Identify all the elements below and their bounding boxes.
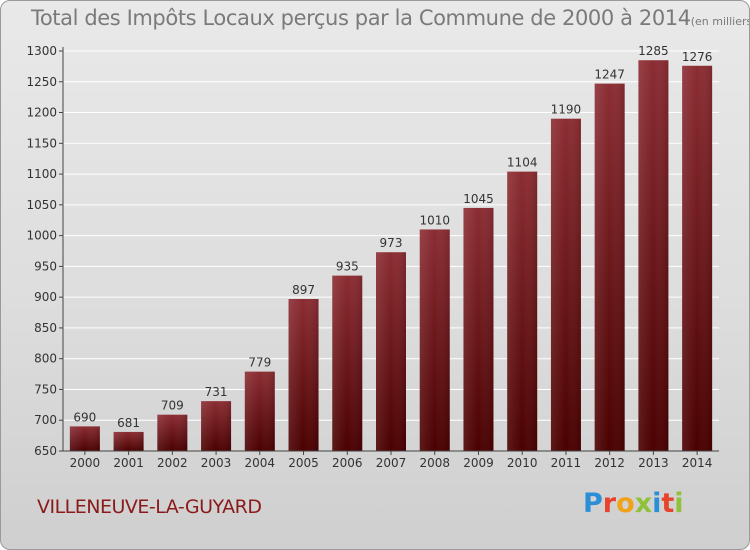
labels: 650 700 750 800 850 900 950 1000 1050 1100 1150 120… — [26, 44, 712, 470]
y-tick-label-800: 800 — [34, 352, 57, 366]
bar-shine-2012 — [594, 83, 625, 451]
proxiti-logo[interactable]: Proxiti — [583, 488, 684, 519]
y-tick-label-950: 950 — [34, 259, 57, 273]
y-tick-label-850: 850 — [34, 321, 57, 335]
x-tick-label-2006: 2006 — [332, 456, 363, 470]
bar-shine-2003 — [201, 401, 232, 451]
y-tick-label-650: 650 — [34, 444, 57, 458]
y-tick-label-700: 700 — [34, 413, 57, 427]
x-tick-label-2004: 2004 — [245, 456, 276, 470]
data-label-2014: 1276 — [682, 50, 713, 64]
data-label-2007: 973 — [380, 236, 403, 250]
y-tick-label-1000: 1000 — [26, 229, 57, 243]
logo-letter-0: P — [583, 488, 603, 519]
y-tick-label-750: 750 — [34, 382, 57, 396]
data-label-2006: 935 — [336, 260, 359, 274]
data-label-2001: 681 — [117, 416, 140, 430]
bar-shine-2000 — [69, 426, 100, 451]
axes — [59, 47, 719, 455]
data-label-2002: 709 — [161, 399, 184, 413]
x-tick-label-2013: 2013 — [638, 456, 669, 470]
bar-shine-2014 — [682, 65, 713, 452]
bar-shine-2009 — [463, 207, 494, 451]
bar-shine-2004 — [244, 371, 275, 451]
x-tick-label-2012: 2012 — [594, 456, 625, 470]
data-label-2008: 1010 — [419, 213, 450, 227]
bar-shine-2007 — [376, 252, 406, 451]
x-tick-label-2014: 2014 — [682, 456, 713, 470]
commune-name: VILLENEUVE-LA-GUYARD — [37, 496, 262, 518]
x-tick-label-2011: 2011 — [551, 456, 582, 470]
y-tick-label-1250: 1250 — [26, 75, 57, 89]
y-tick-label-900: 900 — [34, 290, 57, 304]
data-label-2009: 1045 — [463, 192, 494, 206]
bars — [69, 60, 713, 452]
data-label-2013: 1285 — [638, 44, 669, 58]
data-label-2005: 897 — [292, 283, 315, 297]
x-tick-label-2009: 2009 — [463, 456, 494, 470]
chart-unit-label: (en milliers d'€) — [690, 15, 750, 28]
bar-shine-2008 — [419, 229, 450, 451]
bar-shine-2001 — [113, 431, 144, 451]
logo-letter-5: t — [661, 488, 675, 519]
y-tick-label-1300: 1300 — [26, 44, 57, 58]
data-label-2004: 779 — [248, 356, 271, 370]
logo-letter-4: i — [652, 488, 662, 519]
y-tick-label-1200: 1200 — [26, 106, 57, 120]
x-tick-label-2003: 2003 — [201, 456, 232, 470]
bar-shine-2002 — [157, 414, 188, 451]
x-tick-label-2007: 2007 — [376, 456, 407, 470]
data-label-2000: 690 — [73, 410, 96, 424]
y-tick-label-1150: 1150 — [26, 136, 57, 150]
data-label-2010: 1104 — [507, 156, 538, 170]
logo-letter-2: o — [616, 488, 635, 519]
bar-shine-2011 — [550, 118, 581, 451]
logo-letter-1: r — [602, 488, 617, 519]
bar-shine-2006 — [332, 275, 363, 451]
x-tick-label-2010: 2010 — [507, 456, 538, 470]
chart-title-text: Total des Impôts Locaux perçus par la Co… — [31, 6, 691, 30]
x-tick-label-2005: 2005 — [288, 456, 319, 470]
data-label-2012: 1247 — [594, 68, 625, 82]
chart-title: Total des Impôts Locaux perçus par la Co… — [31, 6, 750, 30]
data-label-2003: 731 — [205, 385, 228, 399]
bar-shine-2013 — [638, 60, 669, 451]
logo-letter-3: x — [634, 488, 653, 519]
logo-letter-6: i — [674, 488, 684, 519]
y-tick-label-1050: 1050 — [26, 198, 57, 212]
data-label-2011: 1190 — [551, 103, 582, 117]
y-tick-label-1100: 1100 — [26, 167, 57, 181]
bar-shine-2005 — [288, 299, 319, 451]
x-tick-label-2000: 2000 — [70, 456, 101, 470]
bar-shine-2010 — [507, 171, 538, 451]
x-tick-label-2002: 2002 — [157, 456, 188, 470]
x-tick-label-2008: 2008 — [419, 456, 450, 470]
x-tick-label-2001: 2001 — [113, 456, 144, 470]
